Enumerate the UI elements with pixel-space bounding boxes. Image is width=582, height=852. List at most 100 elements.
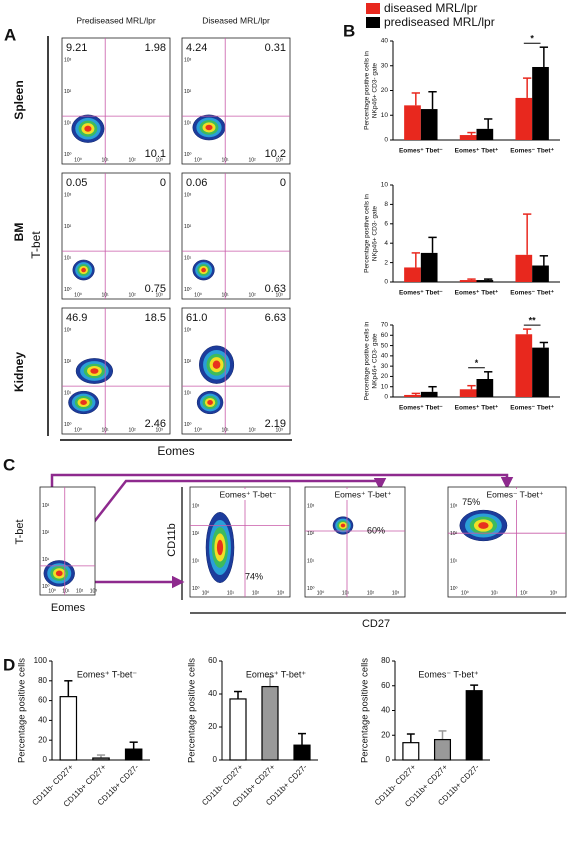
axis-tick-label: 10³ xyxy=(275,292,283,298)
bar xyxy=(420,252,438,282)
axis-tick-label: 10³ xyxy=(64,192,72,198)
axis-title: NKp46+ CD3- gate xyxy=(372,333,379,388)
y-tick-label: 20 xyxy=(381,730,390,739)
axis-title: NKp46+ CD3- gate xyxy=(372,206,379,261)
quadrant-value: 10.1 xyxy=(145,148,166,160)
axis-tick-label: 10² xyxy=(184,89,192,95)
y-tick-label: 50 xyxy=(381,342,389,349)
y-tick-label: 0 xyxy=(213,755,218,764)
panel-label: A xyxy=(4,25,16,44)
axis-tick-label: 10³ xyxy=(155,157,163,163)
title-box xyxy=(476,489,564,500)
axis-tick-label: 10¹ xyxy=(101,157,109,163)
bar xyxy=(532,347,549,397)
quadrant-value: 2.19 xyxy=(265,418,286,430)
axis-tick-label: 10² xyxy=(42,530,50,536)
axis-tick-label: 10¹ xyxy=(491,590,499,596)
axis-tick-label: 10³ xyxy=(184,192,192,198)
bar xyxy=(459,389,477,397)
axis-tick-label: 10⁰ xyxy=(194,427,202,433)
quadrant-value: 9.21 xyxy=(66,42,87,54)
axis-tick-label: 10⁰ xyxy=(64,287,72,293)
density-contour xyxy=(216,539,224,556)
x-tick-label: Eomes⁺ Tbet⁻ xyxy=(399,148,443,155)
axis-tick-label: 10³ xyxy=(192,504,200,510)
density-contour xyxy=(212,360,221,369)
density-contour xyxy=(84,125,92,132)
bar xyxy=(92,757,110,761)
axis-tick-label: 10³ xyxy=(64,57,72,63)
y-tick-label: 10 xyxy=(381,182,389,189)
y-tick-label: 80 xyxy=(38,676,47,685)
axis-tick-label: 10¹ xyxy=(342,590,350,596)
quadrant-value: 0 xyxy=(160,177,166,189)
bar xyxy=(515,334,533,397)
x-tick-label: Eomes⁺ Tbet⁻ xyxy=(399,290,443,297)
column-header: Prediseased MRL/lpr xyxy=(76,15,156,25)
axis-tick-label: 10² xyxy=(64,89,72,95)
quadrant-value: 61.0 xyxy=(186,312,207,324)
chart-title: Eomes⁻ T-bet⁺ xyxy=(418,669,479,679)
quadrant-value: 1.98 xyxy=(145,42,166,54)
row-label: Spleen xyxy=(12,80,26,119)
axis-tick-label: 10⁰ xyxy=(64,422,72,428)
axis-tick-label: 10² xyxy=(64,224,72,230)
axis-tick-label: 10¹ xyxy=(221,427,229,433)
y-tick-label: 30 xyxy=(381,363,389,370)
axis-title: Eomes xyxy=(51,602,86,614)
y-tick-label: 0 xyxy=(384,279,388,286)
y-tick-label: 100 xyxy=(34,656,48,665)
bar xyxy=(532,66,549,140)
density-contour xyxy=(201,267,206,273)
y-tick-label: 20 xyxy=(208,722,217,731)
axis-tick-label: 10⁰ xyxy=(184,287,192,293)
axis-title: Percentage positive cells in xyxy=(364,321,371,400)
axis-tick-label: 10³ xyxy=(155,427,163,433)
title-box xyxy=(218,489,288,500)
axis-tick-label: 10⁰ xyxy=(194,157,202,163)
axis-tick-label: 10² xyxy=(248,427,256,433)
x-tick-label: Eomes⁻ Tbet⁺ xyxy=(510,405,554,412)
axis-tick-label: 10¹ xyxy=(227,590,235,596)
axis-tick-label: 10³ xyxy=(550,590,558,596)
axis-tick-label: 10² xyxy=(128,157,136,163)
bar xyxy=(261,685,279,761)
gate-percent: 75% xyxy=(462,497,480,507)
row-label: Kidney xyxy=(12,352,26,392)
axis-tick-label: 10³ xyxy=(90,588,98,594)
axis-tick-label: 10¹ xyxy=(64,120,72,126)
y-tick-label: 20 xyxy=(381,373,389,380)
quadrant-value: 0.06 xyxy=(186,177,207,189)
axis-tick-label: 10⁰ xyxy=(317,590,325,596)
axis-tick-label: 10⁰ xyxy=(42,584,50,590)
bar xyxy=(420,109,438,140)
density-contour xyxy=(90,368,99,374)
axis-tick-label: 10³ xyxy=(184,57,192,63)
y-tick-label: 60 xyxy=(38,696,47,705)
y-tick-label: 40 xyxy=(381,38,389,45)
bar xyxy=(404,267,421,282)
axis-tick-label: 10² xyxy=(76,588,84,594)
bar xyxy=(404,105,421,140)
axis-tick-label: 10² xyxy=(367,590,375,596)
x-tick-label: Eomes⁺ Tbet⁺ xyxy=(455,148,499,155)
axis-tick-label: 10¹ xyxy=(101,427,109,433)
axis-title: T-bet xyxy=(29,231,43,259)
gate-title: Eomes⁻ T-bet⁺ xyxy=(486,489,544,499)
axis-title: T-bet xyxy=(14,519,26,544)
significance-label: * xyxy=(530,34,534,44)
axis-tick-label: 10¹ xyxy=(64,255,72,261)
axis-tick-label: 10³ xyxy=(64,327,72,333)
axis-tick-label: 10² xyxy=(307,531,315,537)
quadrant-value: 6.63 xyxy=(265,312,286,324)
axis-tick-label: 10³ xyxy=(275,427,283,433)
bar xyxy=(124,748,143,761)
axis-tick-label: 10² xyxy=(192,531,200,537)
axis-tick-label: 10² xyxy=(128,427,136,433)
quadrant-value: 0 xyxy=(280,177,286,189)
panel-label: C xyxy=(3,455,15,474)
density-contour xyxy=(55,570,63,577)
axis-tick-label: 10⁰ xyxy=(307,586,315,592)
y-tick-label: 0 xyxy=(43,755,48,764)
